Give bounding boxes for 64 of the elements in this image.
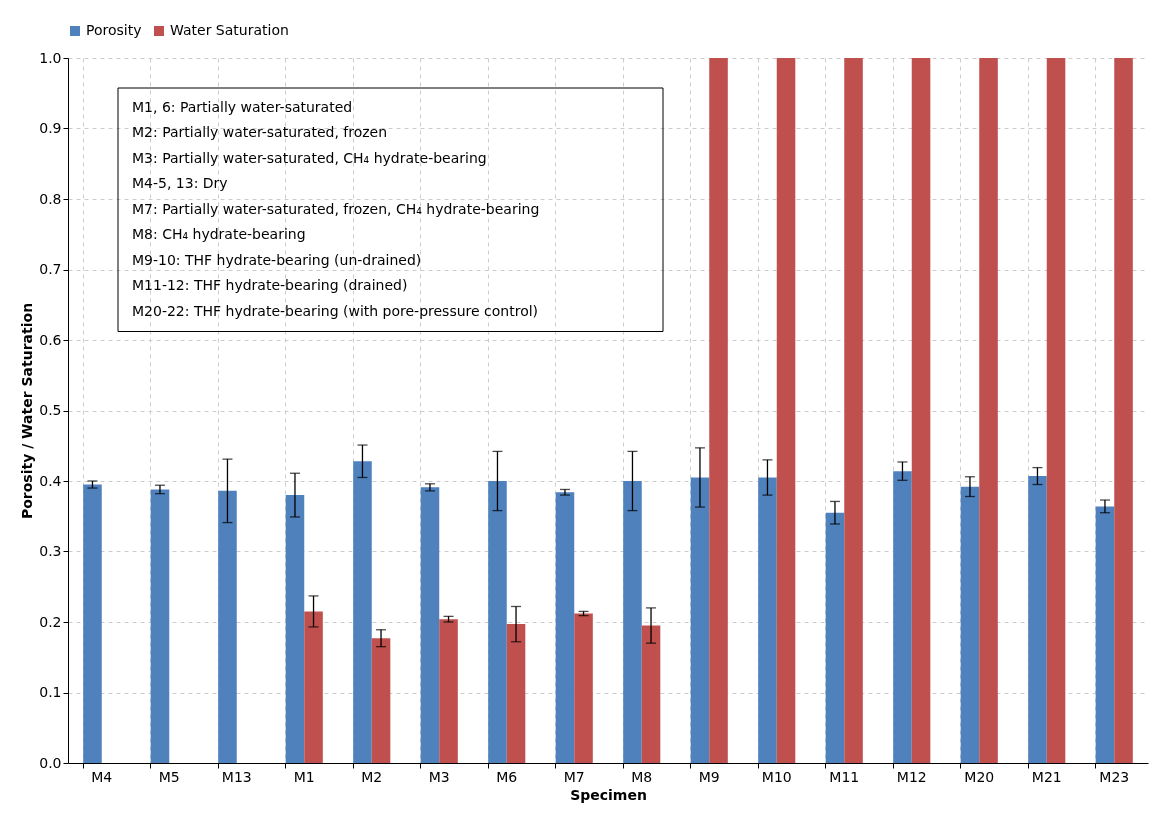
- bar: [758, 477, 777, 763]
- annotation: M4-5, 13: Dry: [132, 175, 228, 192]
- bar: [641, 625, 661, 763]
- y-axis-title: Porosity / Water Saturation: [19, 302, 36, 520]
- bar: [1046, 58, 1066, 763]
- y-tick-label: 0.0: [39, 754, 62, 771]
- bar: [506, 624, 526, 763]
- annotation: M9-10: THF hydrate-bearing (un-drained): [132, 251, 422, 268]
- annotation: M3: Partially water-saturated, CH₄ hydrate-bearing: [132, 149, 487, 166]
- annotation: M11-12: THF hydrate-bearing (drained): [132, 277, 408, 294]
- y-tick-label: 0.4: [39, 472, 62, 489]
- y-tick-label: 1.0: [39, 49, 62, 66]
- x-tick-label: M11: [829, 768, 860, 785]
- x-tick-label: M3: [428, 768, 450, 785]
- x-tick-label: M5: [158, 768, 180, 785]
- x-tick-label: M4: [91, 768, 113, 785]
- x-tick-label: M10: [761, 768, 792, 785]
- bar: [353, 461, 372, 763]
- y-tick-label: 0.1: [39, 684, 62, 700]
- bar: [960, 486, 980, 763]
- x-tick-label: M13: [221, 768, 252, 785]
- x-tick-label: M21: [1031, 768, 1062, 785]
- bar: [623, 481, 642, 763]
- annotation: M8: CH₄ hydrate-bearing: [132, 226, 306, 243]
- bar: [285, 495, 305, 763]
- x-tick-label: M7: [563, 768, 585, 785]
- legend-label: Porosity: [86, 22, 142, 38]
- bar: [304, 611, 323, 763]
- bar: [776, 58, 796, 763]
- bar: [488, 481, 507, 763]
- annotation: M7: Partially water-saturated, frozen, CH₄ hydrate-bearing: [132, 200, 540, 217]
- x-tick-label: M9: [698, 768, 720, 785]
- bar: [1028, 476, 1047, 763]
- bar: [150, 489, 170, 763]
- x-axis-title: Specimen: [570, 786, 647, 803]
- annotation: M20-22: THF hydrate-bearing (with pore-pressure control): [132, 302, 539, 319]
- y-tick-label: 0.7: [39, 261, 62, 277]
- bar: [1095, 506, 1115, 763]
- y-tick-label: 0.8: [39, 190, 62, 207]
- x-tick-label: M6: [496, 768, 518, 785]
- bar: [825, 512, 845, 763]
- y-tick-label: 0.5: [39, 402, 62, 418]
- bar: [893, 471, 912, 763]
- bar: [844, 58, 863, 763]
- x-tick-label: M12: [896, 768, 927, 785]
- y-tick-label: 0.9: [39, 120, 62, 136]
- bar: [911, 58, 931, 763]
- y-tick-label: 0.6: [39, 331, 62, 348]
- bar: [371, 638, 391, 763]
- legend-label: Water Saturation: [170, 22, 289, 38]
- x-tick-label: M20: [964, 768, 995, 785]
- bar: [709, 58, 728, 763]
- bar: [1114, 58, 1133, 763]
- bar: [690, 477, 710, 763]
- x-tick-label: M2: [361, 768, 383, 785]
- x-tick-label: M8: [631, 768, 653, 785]
- y-tick-label: 0.2: [39, 613, 62, 630]
- annotation: M2: Partially water-saturated, frozen: [132, 124, 388, 141]
- x-tick-label: M1: [293, 768, 315, 785]
- x-tick-label: M23: [1099, 768, 1130, 785]
- annotation: M1, 6: Partially water-saturated: [132, 98, 353, 115]
- bar: [218, 490, 237, 763]
- bar: [979, 58, 998, 763]
- y-tick-label: 0.3: [39, 543, 62, 559]
